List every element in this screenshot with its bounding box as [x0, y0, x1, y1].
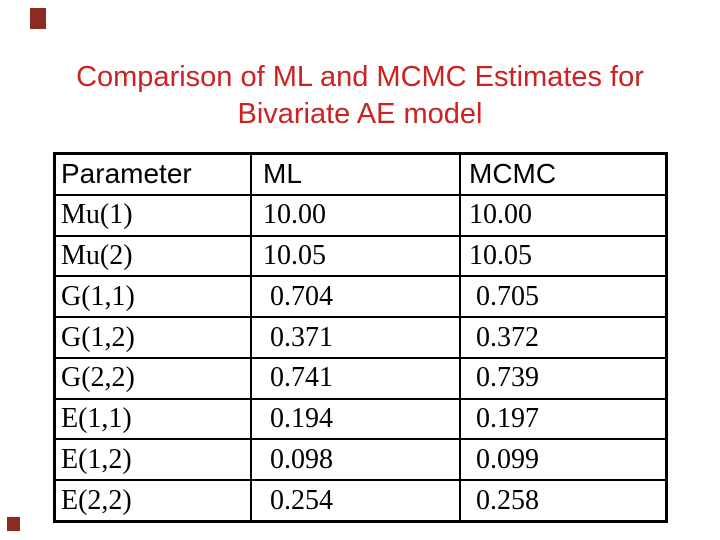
table-header-mcmc: MCMC	[459, 155, 665, 194]
slide-title-line1: Comparison of ML and MCMC Estimates for	[76, 61, 644, 93]
table-cell-param: E(1,2)	[61, 443, 132, 475]
table-cell-ml: 0.371	[250, 318, 459, 357]
table-header-parameter: Parameter	[61, 158, 192, 190]
table-row: G(1,2) 0.371 0.372	[56, 316, 665, 357]
table-cell-param: G(2,2)	[61, 362, 135, 394]
table-cell-ml: 0.194	[250, 399, 459, 439]
table-row: G(1,1) 0.704 0.705	[56, 275, 665, 317]
table-cell-mcmc: 10.00	[459, 195, 665, 235]
table-cell-ml: 0.254	[250, 481, 459, 521]
table-row: G(2,2) 0.741 0.739	[56, 356, 665, 398]
decor-square-bottom-left	[7, 517, 20, 531]
slide-title: Comparison of ML and MCMC Estimates for …	[0, 59, 720, 133]
table-header-row: Parameter ML MCMC	[56, 155, 665, 194]
table-cell-mcmc: 10.05	[459, 236, 665, 276]
slide-title-line2: Bivariate AE model	[237, 98, 483, 130]
table-cell-mcmc: 0.372	[459, 318, 665, 357]
table-row: E(1,1) 0.194 0.197	[56, 397, 665, 439]
table-cell-mcmc: 0.197	[459, 399, 665, 439]
table-cell-ml: 0.741	[250, 358, 459, 398]
table-cell-param: E(2,2)	[61, 484, 132, 516]
table-row: E(1,2) 0.098 0.099	[56, 438, 665, 480]
estimates-table: Parameter ML MCMC Mu(1) 10.00 10.00 Mu(2…	[53, 152, 668, 523]
table-cell-mcmc: 0.099	[459, 440, 665, 480]
table-cell-param: G(1,2)	[61, 321, 135, 353]
table-header-ml: ML	[250, 155, 459, 194]
table-cell-ml: 0.704	[250, 277, 459, 317]
decor-square-top-left	[30, 8, 46, 29]
table-cell-param: Mu(1)	[61, 199, 133, 231]
table-row: Mu(2) 10.05 10.05	[56, 234, 665, 276]
table-cell-mcmc: 0.739	[459, 358, 665, 398]
table-cell-mcmc: 0.705	[459, 277, 665, 317]
table-cell-ml: 10.00	[250, 195, 459, 235]
table-cell-mcmc: 0.258	[459, 481, 665, 521]
table-row: Mu(1) 10.00 10.00	[56, 193, 665, 235]
table-cell-param: G(1,1)	[61, 280, 135, 312]
table-cell-param: Mu(2)	[61, 239, 133, 271]
table-cell-param: E(1,1)	[61, 403, 132, 435]
table-row: E(2,2) 0.254 0.258	[56, 479, 665, 521]
table-cell-ml: 10.05	[250, 236, 459, 276]
table-cell-ml: 0.098	[250, 440, 459, 480]
